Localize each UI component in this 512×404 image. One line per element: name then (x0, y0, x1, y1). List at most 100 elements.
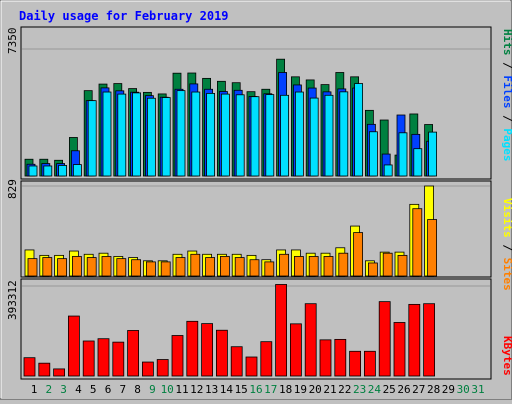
kbytes-bar (319, 339, 332, 377)
sites-bar (101, 256, 112, 277)
pages-bar (87, 100, 97, 177)
day-label-7: 7 (119, 383, 126, 396)
kbytes-bar (127, 330, 139, 377)
pages-bar (383, 164, 393, 177)
pages-bar (43, 165, 53, 177)
day-label-12: 12 (190, 383, 203, 396)
legend-hits: Hits (501, 29, 512, 56)
pages-bar (161, 97, 171, 177)
legend-sites: Sites (501, 258, 512, 291)
day-label-15: 15 (235, 383, 248, 396)
day-label-24: 24 (368, 383, 382, 396)
day-label-18: 18 (279, 383, 292, 396)
kbytes-bar (82, 340, 95, 377)
kbytes-bar (141, 361, 154, 377)
day-label-27: 27 (412, 383, 425, 396)
day-label-21: 21 (323, 383, 336, 396)
hits-panel-legend: Hits / Files / Pages (501, 29, 512, 162)
pages-bar (428, 131, 438, 177)
sites-bar (116, 258, 127, 277)
pages-bar (368, 131, 378, 177)
kbytes-bar (201, 323, 214, 377)
day-label-11: 11 (175, 383, 188, 396)
sites-bar (175, 257, 186, 277)
day-label-8: 8 (134, 383, 141, 396)
kbytes-bar (423, 303, 436, 377)
pages-bar (324, 94, 334, 177)
sites-bar (72, 256, 82, 277)
kbytes-bar (186, 320, 199, 377)
pages-bar (235, 94, 245, 177)
pages-bar (309, 97, 319, 177)
day-label-6: 6 (105, 383, 112, 396)
day-label-28: 28 (427, 383, 440, 396)
sites-bar (145, 261, 156, 277)
sites-bar (234, 257, 245, 277)
pages-bar (294, 91, 304, 177)
kbytes-bar (245, 356, 258, 377)
pages-bar (132, 92, 142, 177)
kbytes-panel-legend: KBytes (501, 336, 512, 376)
day-label-29: 29 (442, 383, 455, 396)
kbytes-bar (363, 350, 376, 377)
pages-bar (220, 93, 230, 177)
sites-bar (190, 253, 201, 277)
day-label-4: 4 (75, 383, 82, 396)
pages-bar (354, 83, 364, 177)
day-label-5: 5 (90, 383, 97, 396)
kbytes-max-label: 393312 (6, 280, 19, 320)
day-label-23: 23 (353, 383, 366, 396)
kbytes-bar (289, 323, 302, 377)
legend-visits: Visits (501, 198, 512, 238)
kbytes-bar (97, 338, 110, 377)
sites-bar (160, 261, 171, 277)
day-label-13: 13 (205, 383, 218, 396)
chart-title: Daily usage for February 2019 (19, 9, 229, 23)
day-label-9: 9 (149, 383, 156, 396)
hits-max-label: 7350 (6, 28, 19, 55)
legend-files: Files (501, 75, 512, 108)
sites-bar (367, 262, 378, 277)
kbytes-bar (260, 341, 273, 377)
kbytes-bar (230, 346, 243, 377)
sites-bar (397, 254, 408, 277)
sites-bar (412, 208, 423, 277)
pages-bar (206, 93, 216, 177)
pages-bar (398, 132, 408, 177)
pages-bar (339, 91, 349, 177)
sites-bar (131, 259, 142, 277)
pages-bar (146, 97, 156, 177)
pages-bar (176, 90, 186, 177)
pages-bar (28, 165, 38, 177)
pages-bar (73, 164, 82, 177)
kbytes-bar (38, 362, 51, 377)
pages-bar (265, 94, 275, 177)
sites-bar (338, 252, 349, 277)
day-label-3: 3 (60, 383, 67, 396)
sites-bar (353, 232, 364, 277)
sites-bar (57, 258, 67, 277)
sites-bar (205, 257, 216, 277)
sites-bar (42, 257, 53, 277)
kbytes-bar (393, 322, 406, 377)
day-label-30: 30 (457, 383, 470, 396)
pages-bar (191, 91, 201, 177)
visits-max-label: 829 (6, 179, 19, 199)
kbytes-bar (112, 341, 125, 377)
pages-bar (117, 93, 127, 177)
kbytes-bar (68, 315, 80, 377)
sites-bar (382, 252, 393, 277)
kbytes-bar (349, 350, 362, 377)
day-label-2: 2 (45, 383, 52, 396)
day-label-20: 20 (309, 383, 322, 396)
pages-bar (102, 91, 112, 177)
day-label-16: 16 (249, 383, 262, 396)
kbytes-bar (215, 329, 228, 377)
day-label-10: 10 (161, 383, 174, 396)
sites-bar (86, 257, 97, 277)
kbytes-bar (378, 301, 391, 377)
kbytes-bar (275, 284, 288, 377)
sites-bar (219, 256, 230, 277)
sites-bar (293, 256, 304, 277)
